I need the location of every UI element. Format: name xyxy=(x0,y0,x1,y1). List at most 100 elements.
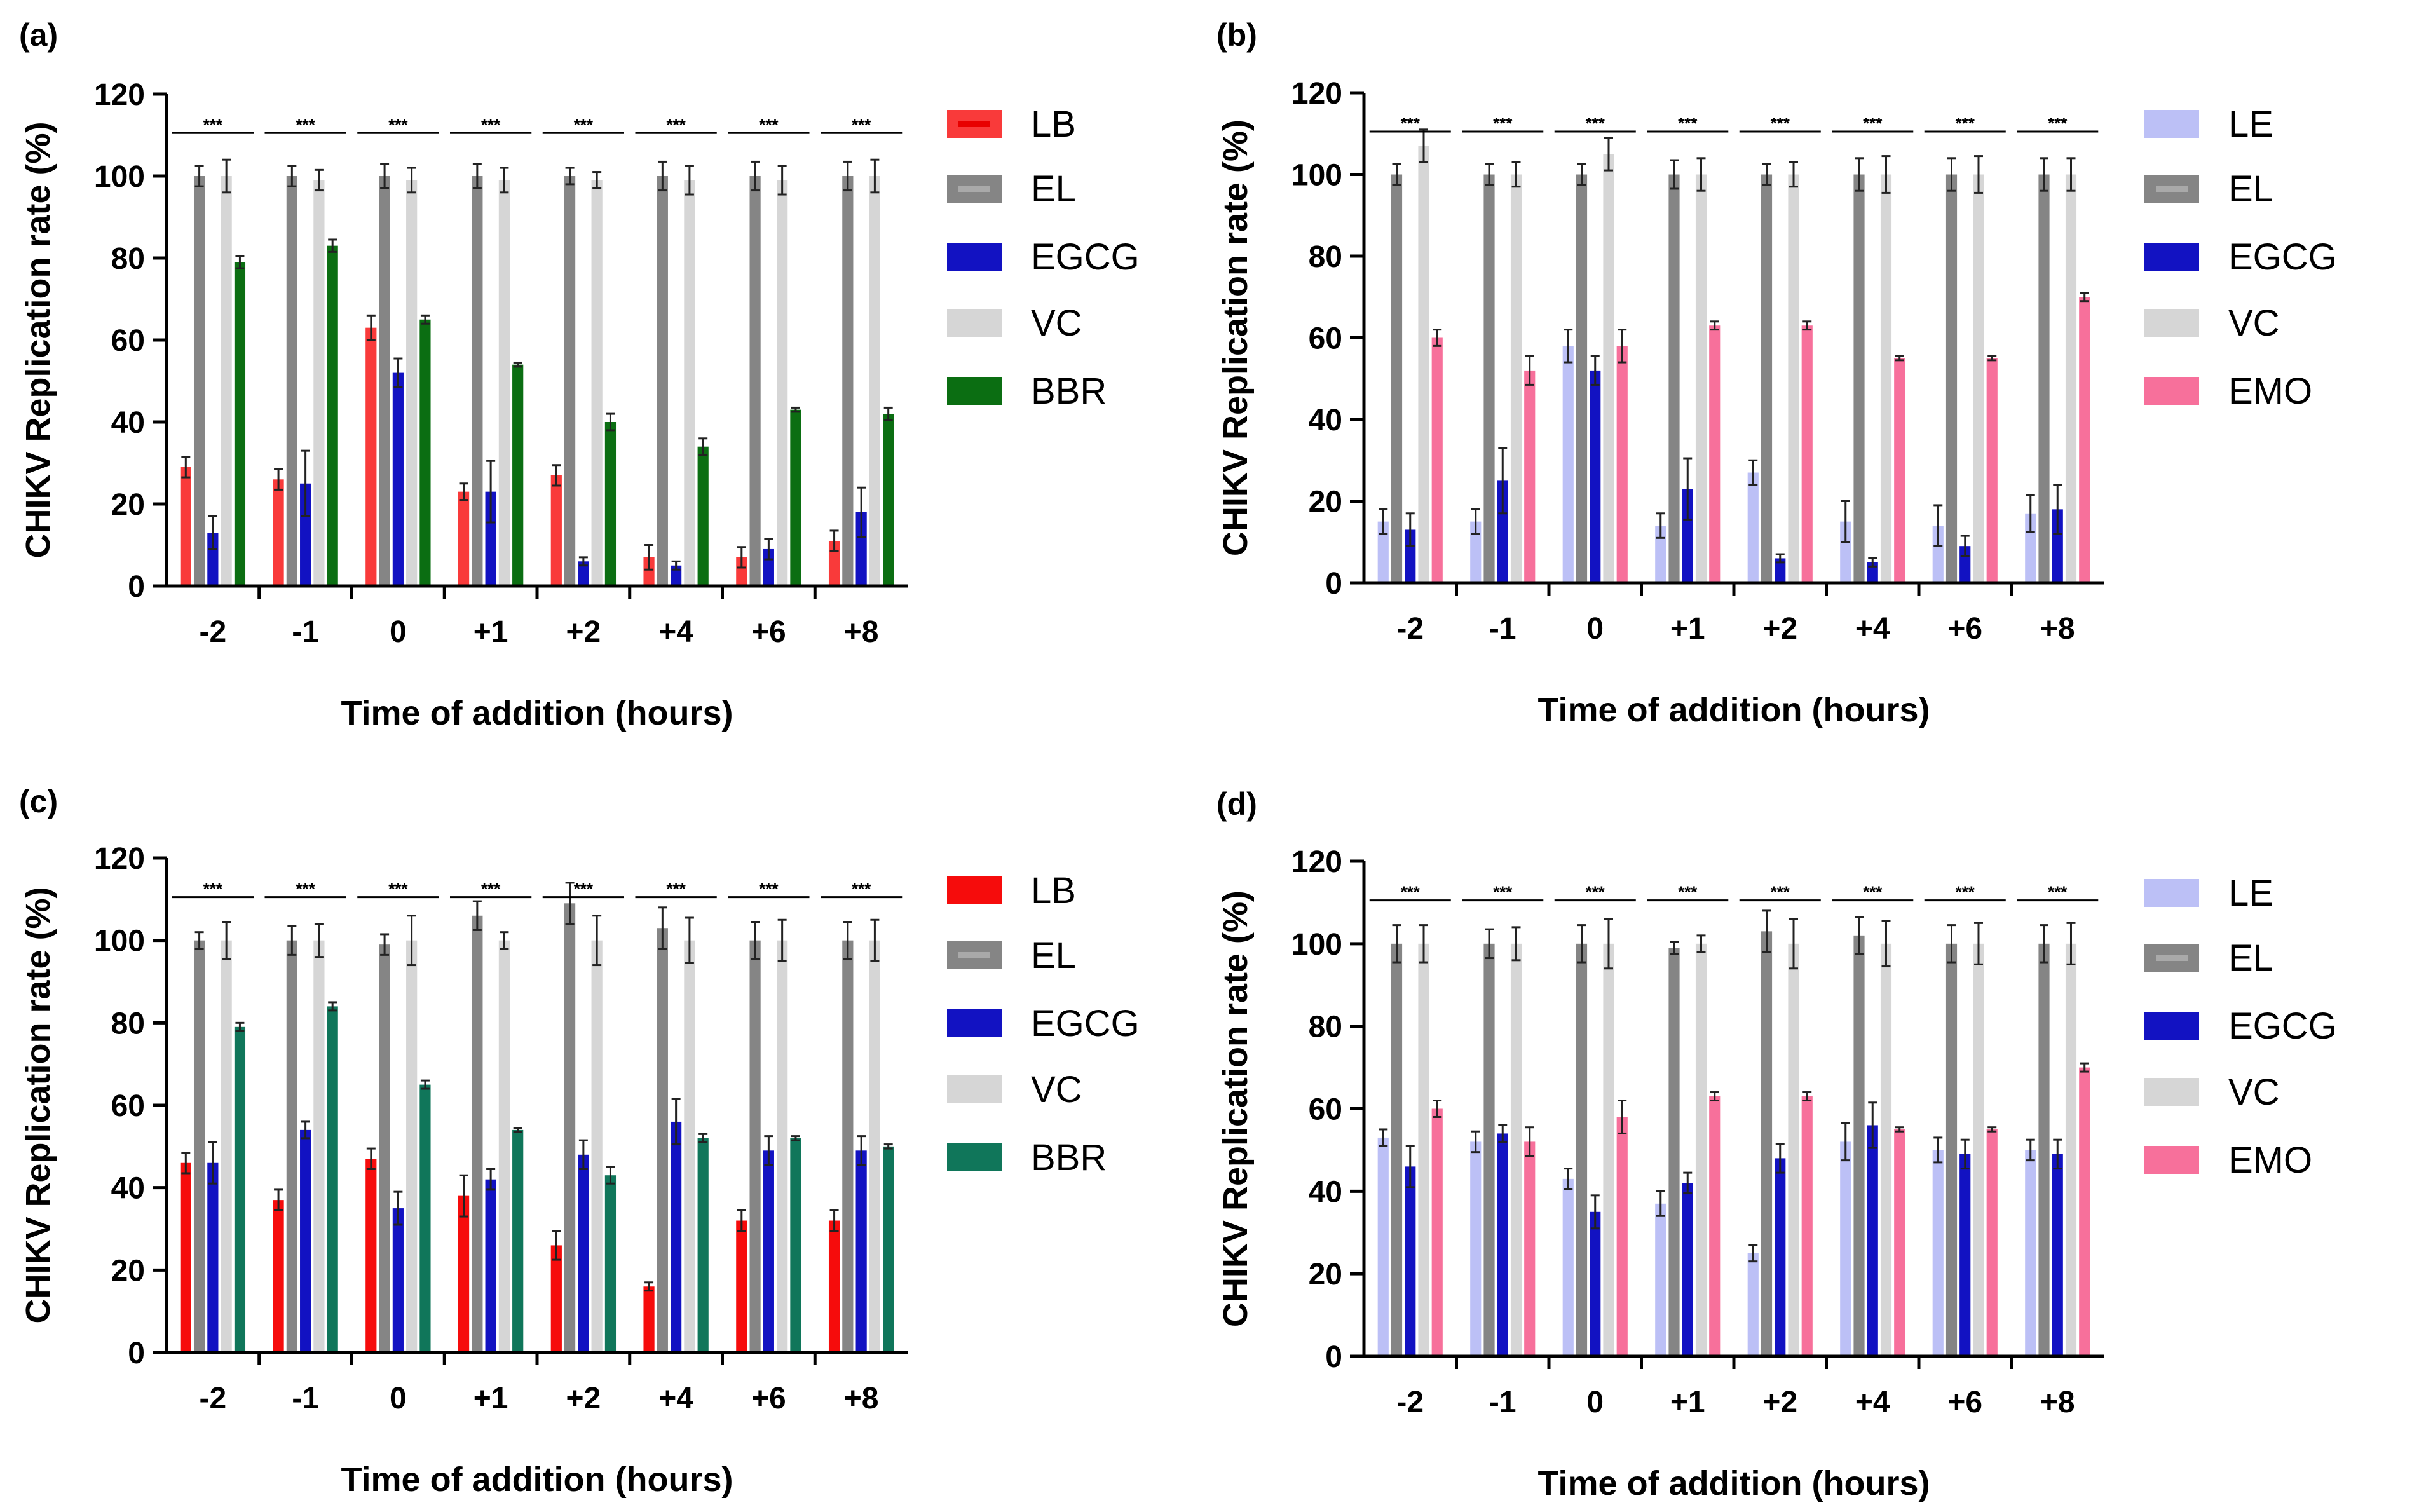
bar-EL--2 xyxy=(193,940,205,1352)
bar-BBR--1 xyxy=(327,1006,338,1352)
bar-EL-+2 xyxy=(1761,931,1773,1356)
bar-EGCG--1 xyxy=(300,1129,311,1352)
bar-EGCG-+2 xyxy=(578,1154,589,1352)
x-tick-label: +6 xyxy=(751,615,786,649)
legend-swatch-VC xyxy=(2144,309,2199,337)
bar-VC-+4 xyxy=(1880,943,1892,1356)
bar-LB--2 xyxy=(180,1162,191,1352)
legend-label-EGCG: EGCG xyxy=(1031,236,1140,278)
bar-EGCG-+2 xyxy=(1775,1158,1786,1356)
x-tick-label: +2 xyxy=(566,1382,601,1415)
y-tick-label: 20 xyxy=(1309,1258,1342,1291)
bar-BBR-+1 xyxy=(512,364,524,586)
legend-swatch-LE xyxy=(2144,879,2199,907)
bar-VC-+1 xyxy=(1695,174,1707,583)
legend-label-EGCG: EGCG xyxy=(2228,1005,2337,1047)
bar-LE--1 xyxy=(1470,521,1482,583)
significance-marker: *** xyxy=(1586,883,1605,902)
legend-swatch-stripe xyxy=(2156,186,2188,192)
significance-marker: *** xyxy=(666,880,686,899)
x-tick-label: -2 xyxy=(1396,612,1424,646)
y-tick-label: 100 xyxy=(1291,928,1342,962)
y-tick-label: 60 xyxy=(111,324,145,358)
bar-LE-+2 xyxy=(1747,472,1759,583)
bar-VC--1 xyxy=(1510,943,1522,1356)
y-tick-label: 120 xyxy=(94,78,145,112)
bar-BBR-+8 xyxy=(883,414,894,586)
y-tick-label: 100 xyxy=(94,160,145,194)
y-tick-label: 20 xyxy=(111,488,145,522)
x-tick-label: 0 xyxy=(390,615,407,649)
bar-EL-+8 xyxy=(842,940,854,1352)
significance-marker: *** xyxy=(1956,114,1975,133)
legend-label-EGCG: EGCG xyxy=(1031,1003,1140,1044)
legend-label-EMO: EMO xyxy=(2228,1140,2312,1181)
bar-EMO-0 xyxy=(1616,1117,1628,1356)
bar-EL-+4 xyxy=(657,176,668,586)
y-axis-label: CHIKV Replication rate (%) xyxy=(19,121,57,558)
legend-label-BBR: BBR xyxy=(1031,1137,1107,1178)
bar-EMO-+8 xyxy=(2079,1067,2090,1356)
x-tick-label: +8 xyxy=(844,615,879,649)
bar-EMO-+8 xyxy=(2079,297,2090,583)
x-tick-label: -2 xyxy=(200,1382,227,1415)
bar-EGCG--2 xyxy=(207,533,219,586)
bar-VC-+1 xyxy=(498,180,510,586)
bar-BBR--2 xyxy=(234,262,246,586)
chart-panel-1: (a) *** *** *** *** *** *** *** *** 0 20 40 60 80 100 1… xyxy=(19,17,1140,732)
bar-VC-0 xyxy=(1603,154,1614,583)
y-tick-label: 60 xyxy=(111,1089,145,1123)
bar-LB-+4 xyxy=(643,557,655,586)
legend-label-LE: LE xyxy=(2228,873,2273,914)
bar-EGCG-+8 xyxy=(2052,1154,2063,1356)
bar-EGCG--1 xyxy=(300,483,311,586)
bar-EGCG-+6 xyxy=(763,548,774,586)
y-tick-label: 80 xyxy=(1309,240,1342,274)
legend-label-EL: EL xyxy=(2228,937,2273,979)
legend-label-LB: LB xyxy=(1031,104,1076,145)
bar-BBR-+4 xyxy=(697,446,709,586)
y-tick-label: 20 xyxy=(1309,486,1342,519)
bar-EGCG--2 xyxy=(1405,529,1416,583)
legend-label-EL: EL xyxy=(1031,935,1076,976)
bar-VC-0 xyxy=(1603,943,1614,1356)
significance-marker: *** xyxy=(296,115,315,134)
legend-swatch-EMO xyxy=(2144,1146,2199,1174)
y-axis-label: CHIKV Replication rate (%) xyxy=(19,887,57,1323)
x-tick-label: +4 xyxy=(1855,612,1890,646)
legend-swatch-EGCG xyxy=(947,243,1002,271)
bar-EL--2 xyxy=(1391,943,1403,1356)
bar-EL-+4 xyxy=(1853,174,1865,583)
significance-marker: *** xyxy=(1678,114,1698,133)
legend-label-EL: EL xyxy=(2228,168,2273,210)
y-tick-label: 0 xyxy=(1325,1340,1342,1374)
legend-label-EGCG: EGCG xyxy=(2228,236,2337,278)
bar-EMO-+6 xyxy=(1986,1129,1998,1356)
bar-VC-+4 xyxy=(684,180,695,586)
y-tick-label: 40 xyxy=(111,1172,145,1206)
x-tick-label: +2 xyxy=(1762,1386,1797,1419)
significance-marker: *** xyxy=(1586,114,1605,133)
bar-EL--1 xyxy=(286,176,297,586)
bar-BBR-0 xyxy=(419,1084,431,1352)
bar-VC--1 xyxy=(313,180,325,586)
bar-LB-+1 xyxy=(458,1195,470,1352)
bar-EL--2 xyxy=(1391,174,1403,583)
significance-marker: *** xyxy=(1863,114,1883,133)
legend-swatch-stripe xyxy=(2156,955,2188,961)
y-tick-label: 80 xyxy=(111,242,145,276)
chart-panel-4: (d) *** *** *** *** *** *** *** *** 0 20 40 60 80 100 1… xyxy=(1216,786,2337,1502)
bar-EMO--1 xyxy=(1524,370,1536,583)
x-tick-label: +8 xyxy=(844,1382,879,1415)
bar-VC-+6 xyxy=(777,940,788,1352)
bar-EGCG-+2 xyxy=(1775,558,1786,583)
y-axis-label: CHIKV Replication rate (%) xyxy=(1216,890,1255,1327)
bar-VC-+8 xyxy=(869,176,881,586)
bar-VC--2 xyxy=(221,940,232,1352)
x-axis-label: Time of addition (hours) xyxy=(1538,691,1930,729)
y-tick-label: 0 xyxy=(1325,567,1342,601)
x-tick-label: -1 xyxy=(1489,612,1516,646)
x-axis-label: Time of addition (hours) xyxy=(1538,1464,1930,1502)
bar-LE--1 xyxy=(1470,1141,1482,1356)
x-tick-label: +4 xyxy=(658,615,693,649)
